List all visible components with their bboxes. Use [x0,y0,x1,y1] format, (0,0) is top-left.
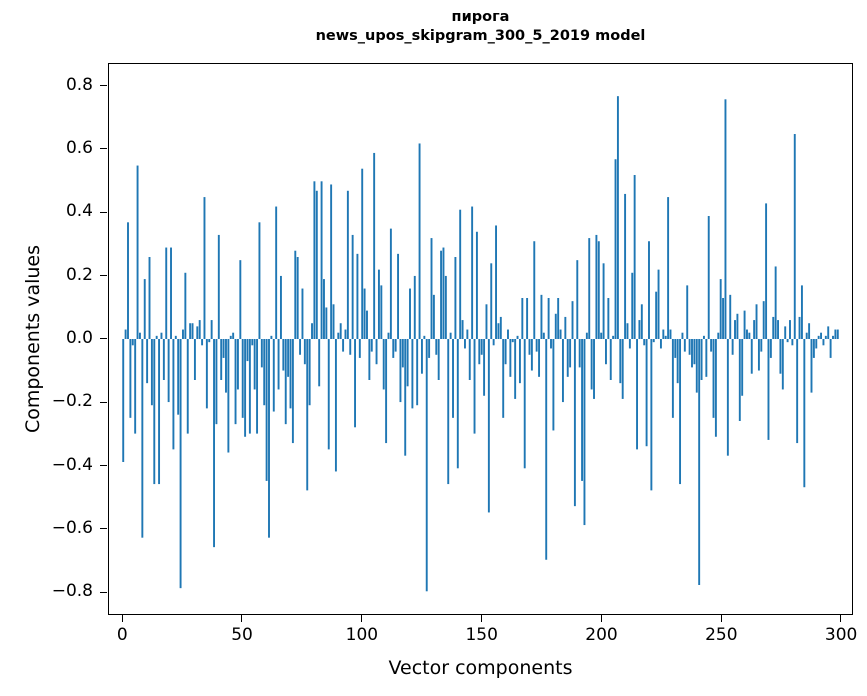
x-tick-mark [481,615,483,622]
y-tick-label: 0.4 [65,201,93,222]
y-tick-label: 0.0 [65,328,93,348]
chart-title: пирога news_upos_skipgram_300_5_2019 mod… [94,8,867,46]
x-tick-mark [361,615,363,622]
y-tick-mark [100,85,107,87]
x-axis-label: Vector components [388,657,573,679]
y-tick-mark [100,464,107,466]
y-tick-label: −0.6 [51,517,93,538]
y-tick-label: −0.8 [51,581,93,602]
x-tick-mark [241,615,243,622]
y-tick-label: −0.4 [51,454,93,475]
plot-axes [108,63,853,615]
x-tick-mark [600,615,602,622]
x-tick-label: 250 [705,625,738,645]
y-tick-label: 0.8 [65,74,93,95]
y-tick-mark [100,591,107,593]
chart-title-line-1: пирога [451,9,510,25]
x-tick-label: 200 [585,625,618,645]
x-tick-mark [840,615,842,622]
y-tick-mark [100,148,107,150]
y-tick-label: 0.6 [65,138,93,159]
x-tick-mark [121,615,123,622]
y-axis-label: Components values [22,244,44,434]
x-tick-label: 100 [345,625,379,645]
y-tick-mark [100,211,107,213]
y-tick-label: 0.2 [65,264,93,285]
y-tick-mark [100,338,107,340]
x-tick-label: 50 [231,625,253,645]
y-tick-mark [100,275,107,277]
y-tick-mark [100,528,107,530]
y-tick-label: −0.2 [51,391,93,412]
x-tick-label: 300 [824,625,858,645]
x-tick-mark [720,615,722,622]
x-tick-label: 150 [465,625,498,645]
chart-title-line-2: news_upos_skipgram_300_5_2019 model [315,28,646,44]
y-tick-mark [100,401,107,403]
x-tick-label: 0 [116,625,128,645]
bar-series-canvas [122,96,839,592]
